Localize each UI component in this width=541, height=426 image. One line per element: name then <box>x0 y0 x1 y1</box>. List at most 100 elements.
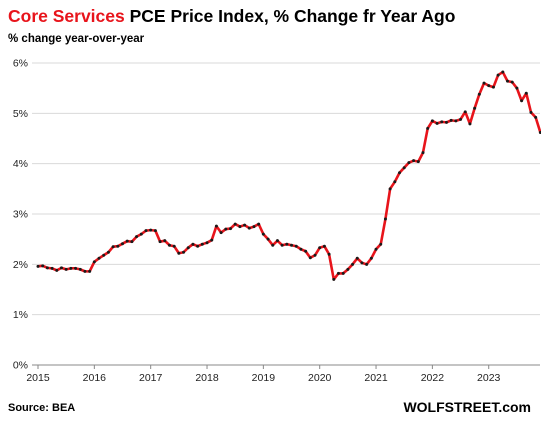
data-point <box>524 91 528 95</box>
data-point <box>473 106 477 110</box>
data-point <box>407 161 411 165</box>
data-point <box>360 261 364 265</box>
data-point <box>252 225 256 229</box>
data-point <box>294 244 298 248</box>
y-tick-label: 0% <box>13 360 28 372</box>
data-point <box>196 244 200 248</box>
data-point <box>167 243 171 247</box>
data-point <box>459 117 463 121</box>
data-point <box>398 171 402 175</box>
title-rest: PCE Price Index, % Change fr Year Ago <box>124 6 456 26</box>
title-highlight: Core Services <box>8 6 125 26</box>
data-point <box>285 242 289 246</box>
data-point <box>228 227 232 231</box>
data-point <box>332 277 336 281</box>
y-tick-label: 1% <box>13 309 28 321</box>
x-tick-label: 2016 <box>83 372 107 384</box>
y-tick-label: 4% <box>13 158 28 170</box>
data-point <box>238 225 242 229</box>
data-point <box>379 242 383 246</box>
data-point <box>111 245 115 249</box>
data-point <box>257 222 261 226</box>
data-point <box>219 231 223 235</box>
data-point <box>444 120 448 124</box>
data-point <box>430 119 434 123</box>
data-point <box>271 243 275 247</box>
data-point <box>210 238 214 242</box>
data-point <box>83 269 87 273</box>
data-point <box>506 79 510 83</box>
data-point <box>491 85 495 89</box>
data-point <box>88 269 92 273</box>
data-point <box>477 92 481 96</box>
data-point <box>59 266 63 270</box>
data-point <box>463 110 467 114</box>
data-point <box>374 247 378 251</box>
data-point <box>388 187 392 191</box>
data-point <box>163 239 167 243</box>
data-point <box>125 239 129 243</box>
chart-subtitle: % change year-over-year <box>8 33 145 45</box>
data-point <box>97 256 101 260</box>
data-point <box>482 81 486 85</box>
data-point <box>393 180 397 184</box>
data-point <box>510 80 514 84</box>
data-point <box>351 262 355 266</box>
data-point <box>336 271 340 275</box>
data-point <box>275 239 279 243</box>
data-point <box>247 226 251 230</box>
data-point <box>116 244 120 248</box>
data-point <box>214 224 218 228</box>
x-tick-label: 2017 <box>139 372 163 384</box>
chart-title: Core Services PCE Price Index, % Change … <box>8 6 455 27</box>
data-point <box>322 244 326 248</box>
data-point <box>346 267 350 271</box>
data-point <box>182 250 186 254</box>
data-point <box>191 242 195 246</box>
data-point <box>45 266 49 270</box>
data-point <box>318 246 322 250</box>
source-note: Source: BEA <box>8 402 76 414</box>
data-point <box>304 249 308 253</box>
data-point <box>449 118 453 122</box>
data-point <box>412 159 416 163</box>
data-point <box>402 166 406 170</box>
data-point <box>538 130 541 134</box>
data-points <box>36 70 541 281</box>
data-point <box>421 151 425 155</box>
x-tick-label: 2015 <box>26 372 50 384</box>
data-point <box>487 84 491 88</box>
data-point <box>534 115 538 119</box>
data-point <box>149 228 153 232</box>
data-point <box>468 122 472 126</box>
data-point <box>102 253 106 257</box>
data-point <box>341 271 345 275</box>
y-tick-label: 6% <box>13 58 28 70</box>
data-point <box>280 243 284 247</box>
y-tick-label: 5% <box>13 108 28 120</box>
x-tick-label: 2023 <box>477 372 501 384</box>
data-point <box>36 264 40 268</box>
y-tick-label: 3% <box>13 209 28 221</box>
x-tick-label: 2022 <box>421 372 445 384</box>
data-point <box>299 247 303 251</box>
data-point <box>177 251 181 255</box>
data-point <box>172 244 176 248</box>
x-tick-label: 2021 <box>364 372 388 384</box>
data-point <box>74 266 78 270</box>
data-point <box>243 223 247 227</box>
data-point <box>383 217 387 221</box>
data-point <box>55 268 59 272</box>
data-point <box>41 264 45 268</box>
data-point <box>365 262 369 266</box>
data-point <box>78 267 82 271</box>
data-point <box>121 242 125 246</box>
data-point <box>496 73 500 77</box>
series-line <box>36 70 541 281</box>
x-tick-label: 2018 <box>195 372 219 384</box>
data-point <box>200 242 204 246</box>
data-point <box>529 110 533 114</box>
x-tick-label: 2020 <box>308 372 332 384</box>
data-point <box>153 229 157 233</box>
